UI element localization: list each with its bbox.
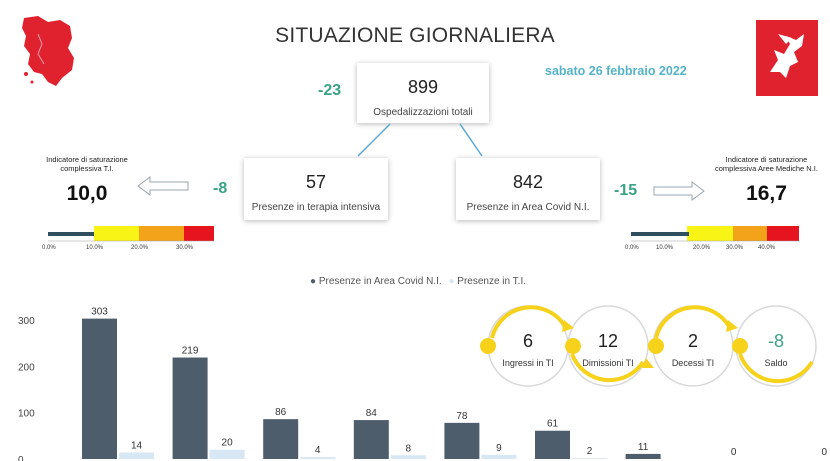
chart-legend: ● Presenze in Area Covid N.I. ● Presenze…	[310, 276, 526, 287]
bar-area-covid	[353, 420, 389, 459]
bar-label-ti: 9	[496, 443, 502, 454]
intensive-value: 57	[305, 172, 327, 192]
bar-label-area-covid: 11	[638, 442, 649, 453]
cycle-value-1: 6	[522, 331, 533, 351]
area-scale-10: 10.0%	[656, 245, 674, 251]
area-covid-delta: -15	[614, 182, 638, 199]
bar-area-covid	[444, 422, 480, 459]
ti-scale-20: 20.0%	[131, 245, 149, 251]
bar-label-ti: 8	[406, 443, 412, 454]
legend-dot-ti: ●	[448, 276, 455, 287]
bar-area-covid	[172, 357, 208, 459]
cycle-value-2: 12	[597, 331, 619, 351]
bar-label-area-covid: 78	[456, 411, 468, 422]
area-scale-40: 40.0%	[758, 245, 776, 251]
bar-ti	[481, 454, 517, 459]
y-tick-label: 200	[18, 362, 35, 373]
bar-label-area-covid: 0	[731, 447, 737, 458]
ti-indicator-value: 10,0	[66, 182, 108, 205]
area-scale-20: 20.0%	[693, 245, 711, 251]
area-scale-0: 0.0%	[625, 245, 639, 251]
cycle-label-2: Dimissioni TI	[582, 358, 634, 368]
bar-ti	[572, 458, 607, 459]
report-date: sabato 26 febbraio 2022	[545, 64, 687, 78]
bar-ti	[300, 457, 336, 459]
arrow-left-icon	[137, 176, 189, 196]
bar-area-covid	[263, 419, 299, 459]
bar-label-ti: 14	[131, 441, 143, 452]
area-indicator-value: 16,7	[746, 182, 787, 205]
area-covid-card: 842 Presenze in Area Covid N.I.	[456, 158, 600, 220]
area-covid-label: Presenze in Area Covid N.I.	[466, 202, 590, 213]
arrow-right-icon	[653, 181, 705, 201]
area-covid-value: 842	[512, 172, 544, 192]
cycle-value-3: 2	[687, 331, 698, 351]
bar-area-covid	[535, 430, 570, 459]
legend-label-area: Presenze in Area Covid N.I.	[318, 276, 442, 287]
tuscany-map-logo	[22, 16, 74, 86]
total-delta: -23	[318, 82, 342, 99]
intensive-label: Presenze in terapia intensiva	[251, 202, 381, 213]
cycle-label-1: Ingressi in TI	[502, 358, 554, 368]
legend-label-ti: Presenze in T.I.	[457, 276, 527, 287]
bar-label-area-covid: 0	[822, 447, 828, 458]
ti-scale-30: 30.0%	[176, 245, 194, 251]
bar-label-area-covid: 303	[91, 307, 108, 318]
y-tick-label: 100	[18, 409, 35, 420]
tree-connectors	[357, 123, 483, 157]
area-saturation-scale	[631, 226, 799, 242]
area-scale-30: 30.0%	[726, 245, 744, 251]
bar-ti	[119, 452, 154, 459]
total-value: 899	[407, 77, 439, 97]
bar-label-ti: 2	[587, 446, 593, 457]
ti-indicator-title: Indicatore di saturazione complessiva T.…	[46, 155, 128, 173]
total-hospitalizations-card: 899 Ospedalizzazioni totali	[357, 63, 489, 123]
ti-flow-cycle	[480, 305, 817, 387]
ti-saturation-scale	[48, 226, 214, 242]
bar-area-covid	[625, 453, 661, 459]
ti-scale-10: 10.0%	[86, 245, 104, 251]
intensive-care-card: 57 Presenze in terapia intensiva	[244, 158, 388, 220]
bar-label-ti: 4	[315, 445, 321, 456]
bar-label-area-covid: 84	[366, 408, 378, 419]
y-tick-label: 0	[18, 455, 24, 461]
cycle-label-4: Saldo	[764, 358, 788, 368]
intensive-delta: -8	[213, 180, 228, 197]
regione-toscana-pegasus-logo	[756, 20, 818, 96]
bar-label-ti: 20	[222, 438, 234, 449]
bar-ti	[390, 455, 426, 459]
cycle-label-3: Decessi TI	[671, 358, 715, 368]
bar-label-area-covid: 219	[182, 346, 199, 357]
ti-scale-0: 0.0%	[42, 245, 56, 251]
cycle-value-4: -8	[767, 331, 784, 351]
legend-dot-area: ●	[310, 276, 317, 287]
area-indicator-title: Indicatore di saturazione complessiva Ar…	[715, 155, 818, 173]
y-tick-label: 300	[18, 316, 35, 327]
bar-area-covid	[82, 318, 117, 459]
bar-label-area-covid: 61	[547, 419, 559, 430]
bar-label-area-covid: 86	[275, 407, 287, 418]
page-title: SITUAZIONE GIORNALIERA	[275, 24, 555, 47]
total-label: Ospedalizzazioni totali	[373, 107, 473, 118]
bar-ti	[209, 449, 245, 459]
